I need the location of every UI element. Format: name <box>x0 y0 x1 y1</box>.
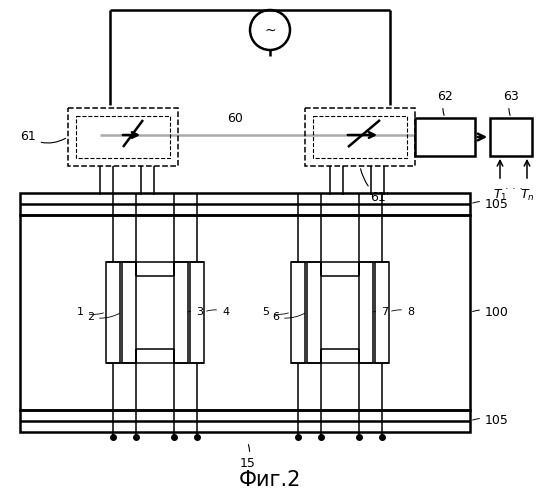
Text: 100: 100 <box>473 306 509 319</box>
Text: 1: 1 <box>77 307 103 317</box>
Text: 62: 62 <box>437 90 453 116</box>
Bar <box>122 262 136 363</box>
Bar <box>20 193 470 215</box>
Text: 105: 105 <box>473 198 509 210</box>
Bar <box>305 108 415 166</box>
Text: 63: 63 <box>503 90 519 116</box>
Text: 105: 105 <box>473 414 509 428</box>
Bar <box>375 262 389 363</box>
Bar <box>313 116 407 158</box>
Text: 4: 4 <box>206 307 229 317</box>
Bar <box>415 118 475 156</box>
Bar <box>20 410 470 432</box>
Text: ~: ~ <box>264 24 276 38</box>
Text: 6: 6 <box>272 312 305 322</box>
Bar <box>174 262 188 363</box>
Bar <box>20 215 470 410</box>
Text: 60: 60 <box>227 112 243 125</box>
Text: 61: 61 <box>20 130 66 143</box>
Bar <box>307 262 321 363</box>
Bar <box>490 118 532 156</box>
Text: $T_n$: $T_n$ <box>520 188 534 203</box>
Bar <box>106 262 120 363</box>
Text: $T_1$: $T_1$ <box>493 188 507 203</box>
Text: 7: 7 <box>373 307 388 317</box>
Text: 3: 3 <box>188 307 203 317</box>
Bar <box>291 262 305 363</box>
Bar <box>359 262 373 363</box>
Bar <box>76 116 170 158</box>
Text: · · ·: · · · <box>505 184 522 194</box>
Text: 15: 15 <box>239 444 255 470</box>
Text: 5: 5 <box>262 307 288 317</box>
Bar <box>190 262 204 363</box>
Text: 61': 61' <box>361 168 389 204</box>
Text: Фиг.2: Фиг.2 <box>239 470 301 490</box>
Text: 2: 2 <box>87 312 120 322</box>
Bar <box>68 108 178 166</box>
Text: 8: 8 <box>392 307 414 317</box>
